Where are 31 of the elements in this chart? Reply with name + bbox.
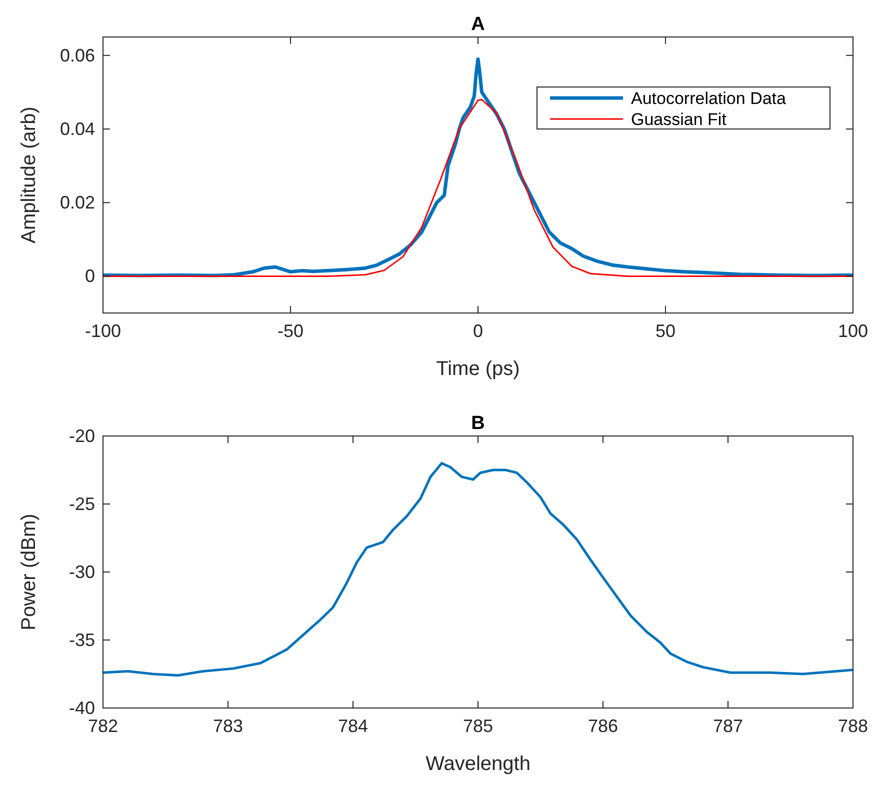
chart-title: B: [471, 413, 485, 434]
x-tick-label: 782: [88, 716, 118, 736]
y-tick-label: 0: [84, 266, 95, 286]
y-tick-label: 0.06: [60, 45, 95, 66]
x-axis-title: Wavelength: [426, 753, 530, 775]
y-tick-label: 0.04: [60, 119, 95, 139]
x-tick-label: 784: [338, 716, 368, 736]
y-tick-label: -20: [68, 426, 95, 446]
chart-title: A: [471, 14, 486, 35]
y-axis-title: Amplitude (arb): [18, 106, 40, 244]
y-tick-label: -40: [68, 698, 95, 718]
x-tick-label: 785: [462, 716, 494, 736]
y-axis-title: Power (dBm): [18, 514, 40, 630]
legend-label: Guassian Fit: [631, 110, 727, 129]
y-tick-label: -35: [68, 630, 95, 650]
x-tick-label: 100: [838, 321, 868, 341]
line-series: [103, 462, 853, 677]
legend-label: Autocorrelation Data: [631, 89, 787, 108]
y-tick-label: -30: [68, 562, 95, 582]
x-tick-label: 787: [712, 716, 744, 736]
x-tick-label: 0: [472, 321, 484, 341]
x-tick-label: -100: [84, 321, 122, 341]
x-tick-label: 50: [655, 321, 676, 341]
x-axis-title: Time (ps): [436, 358, 520, 380]
x-tick-label: 783: [212, 716, 244, 736]
x-tick-label: 786: [588, 716, 618, 736]
y-tick-label: -25: [68, 494, 95, 514]
y-tick-label: 0.02: [60, 192, 95, 213]
x-tick-label: 788: [838, 716, 868, 736]
x-tick-label: -50: [277, 321, 304, 341]
line-series: [103, 57, 853, 278]
